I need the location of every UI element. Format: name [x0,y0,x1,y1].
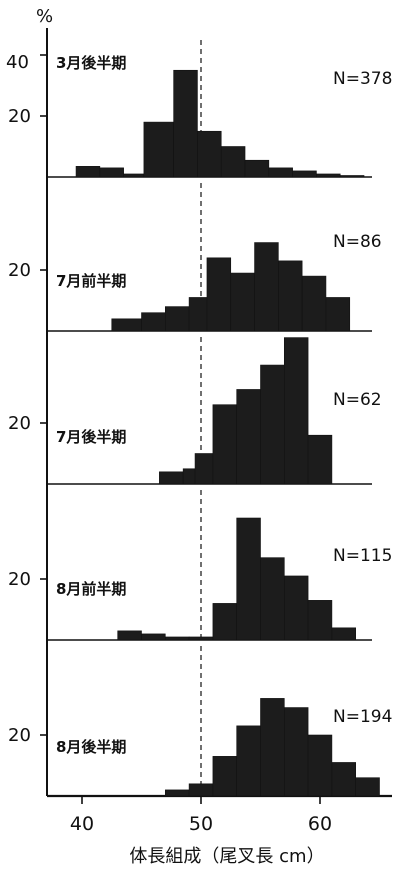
histogram-bar [283,707,309,797]
panel-period-label: 3月後半期 [56,54,126,72]
histogram-bar [143,121,174,178]
histogram-bar [188,783,214,797]
histogram-bar [301,275,327,332]
histogram-bar [230,272,255,332]
histogram-bar [283,337,309,485]
y-tick-label: 20 [8,569,31,590]
histogram-bar [117,630,142,641]
histogram-bar [278,260,303,332]
y-tick-label: 20 [8,725,31,746]
x-tick-label: 50 [189,813,213,835]
histogram-bar [173,69,198,178]
x-tick-label: 60 [308,813,332,835]
histogram-bar [212,756,237,797]
y-tick-label: 20 [8,106,31,127]
histogram-bar [236,725,261,797]
histogram-bar [188,636,214,641]
histogram-bar [307,434,333,485]
histogram-bar [165,306,190,332]
histogram-bar [244,159,270,178]
panel-2: 20 7月前半期 N=86 [8,183,382,332]
histogram-bar [141,312,166,332]
panel-4: 20 8月前半期 N=115 [8,490,392,641]
y-tick-label: 40 [6,52,29,73]
histogram-bar [331,762,356,797]
histogram-bar [331,627,356,641]
histogram-bar [236,517,261,641]
histogram-bar [220,146,246,178]
panels-layer: 20 40 3月後半期 N=378 20 7月前半期 N=86 20 7月後半期 N=62 20 8月… [6,28,392,798]
histogram-bar [339,175,365,178]
panel-period-label: 8月前半期 [56,580,126,598]
panel-1: 20 40 3月後半期 N=378 [6,40,392,178]
histogram-bar [188,297,208,332]
x-axis-title: 体長組成（尾叉長 cm） [129,846,324,867]
panel-5: 20 8月後半期 N=194 [8,646,392,798]
histogram-bar [197,130,222,178]
histogram-bar [123,173,145,178]
histogram-bar [236,389,261,485]
histogram-bar [254,242,279,332]
histogram-bar [260,557,285,641]
panel-period-label: 7月前半期 [56,272,126,290]
histogram-bar [355,777,380,797]
y-tick-label: 20 [8,413,31,434]
histogram-bar [212,603,237,641]
histogram-bar [111,318,142,332]
panel-count-label: N=378 [333,69,392,89]
histogram-bar [194,453,214,485]
histogram-bar [206,257,232,332]
histogram-bar [75,166,101,178]
histogram-bar [325,297,351,332]
panel-period-label: 8月後半期 [56,738,126,756]
histogram-bar [165,789,190,797]
x-tick-label: 40 [70,813,94,835]
panel-count-label: N=194 [333,707,392,727]
histogram-bar [260,698,285,797]
y-tick-label: 20 [8,260,31,281]
histogram-bar [316,173,341,178]
y-unit-label: % [36,6,53,27]
histogram-bar [268,167,293,178]
histogram-bar [141,633,166,641]
histogram-bar [260,364,285,485]
histogram-bar [307,600,333,641]
histogram-bar [182,468,196,485]
panel-count-label: N=62 [333,390,382,410]
histogram-bar [283,575,309,641]
histogram-bar [99,167,124,178]
histogram-bar [159,471,184,485]
histogram-bar [165,636,190,641]
histogram-bar [292,170,317,178]
panel-period-label: 7月後半期 [56,428,126,446]
x-axis: 40 50 60 [70,796,332,835]
panel-3: 20 7月後半期 N=62 [8,337,382,485]
histogram-bar [212,404,237,485]
panel-count-label: N=86 [333,232,382,252]
histogram-bar [307,734,333,797]
panel-count-label: N=115 [333,546,392,566]
